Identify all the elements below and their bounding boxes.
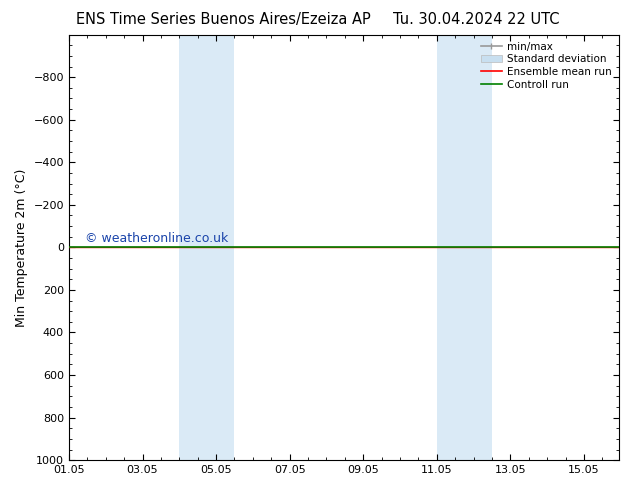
Bar <box>179 35 235 460</box>
Text: Tu. 30.04.2024 22 UTC: Tu. 30.04.2024 22 UTC <box>393 12 560 27</box>
Y-axis label: Min Temperature 2m (°C): Min Temperature 2m (°C) <box>15 168 28 326</box>
Bar <box>437 35 492 460</box>
Text: ENS Time Series Buenos Aires/Ezeiza AP: ENS Time Series Buenos Aires/Ezeiza AP <box>76 12 371 27</box>
Text: © weatheronline.co.uk: © weatheronline.co.uk <box>86 232 229 245</box>
Legend: min/max, Standard deviation, Ensemble mean run, Controll run: min/max, Standard deviation, Ensemble me… <box>479 40 614 92</box>
